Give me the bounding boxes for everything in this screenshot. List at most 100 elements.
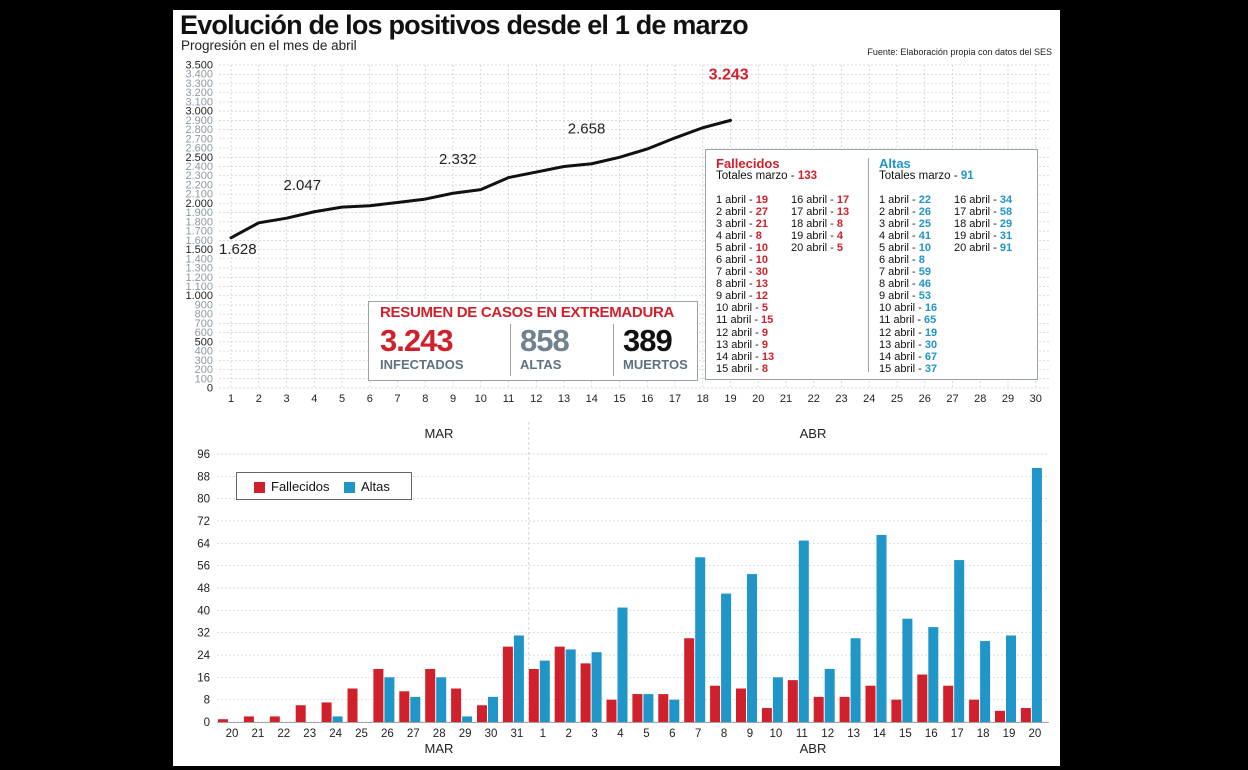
x-tick-label: 16 — [641, 393, 653, 405]
list-item-date: 10 abril — [716, 302, 753, 315]
x-tick-label: 27 — [407, 728, 420, 740]
y-tick-label: 2.000 — [185, 198, 213, 210]
list-item-value: 5 — [761, 302, 768, 315]
bar-fallecidos — [787, 680, 798, 722]
summary-title: RESUMEN DE CASOS EN EXTREMADURA — [380, 304, 675, 321]
x-tick-label: 20 — [226, 728, 239, 740]
y-tick-label: 2.700 — [185, 133, 213, 145]
y-tick-label: 72 — [197, 516, 210, 528]
list-item-date: 6 abril — [879, 254, 909, 267]
bar-fallecidos — [399, 691, 410, 722]
bar-fallecidos — [969, 699, 980, 722]
x-tick-label: 9 — [747, 728, 753, 740]
bar-fallecidos — [269, 716, 280, 722]
y-tick-label: 1.800 — [185, 216, 213, 228]
list-item-value: 67 — [924, 350, 938, 363]
x-tick-label: 23 — [835, 393, 847, 405]
x-tick-label: 8 — [422, 393, 428, 405]
list-item-value: 25 — [918, 218, 931, 231]
x-tick-label: 15 — [899, 728, 912, 740]
summary-muertos: 389 MUERTOS — [623, 324, 688, 372]
list-item-date: 17 abril — [791, 206, 828, 219]
y-tick-label: 96 — [197, 449, 210, 461]
list-item-date: 14 abril — [716, 350, 753, 363]
bar-chart-legend: Fallecidos Altas — [236, 472, 412, 500]
x-tick-label: 10 — [770, 728, 783, 740]
y-tick-label: 3.200 — [185, 87, 213, 99]
bar-altas — [410, 696, 421, 722]
summary-altas-value: 858 — [520, 323, 570, 358]
bar-fallecidos — [943, 685, 954, 722]
y-tick-label: 2.600 — [185, 143, 213, 155]
list-item-date: 17 abril — [954, 206, 991, 219]
bar-altas — [902, 618, 913, 722]
bar-altas — [539, 660, 550, 722]
list-item: 11 abril - 15 — [716, 314, 774, 327]
list-item-date: 1 abril — [716, 194, 746, 206]
y-tick-label: 800 — [195, 309, 213, 321]
list-item-date: 10 abril — [879, 302, 916, 315]
legend-altas: Altas — [361, 479, 390, 494]
y-tick-label: 16 — [197, 672, 210, 684]
source-note: Fuente: Elaboración propia con datos del… — [867, 47, 1052, 57]
x-tick-label: 2 — [256, 393, 262, 405]
x-tick-label: 29 — [1002, 393, 1014, 405]
y-tick-label: 2.900 — [185, 115, 213, 127]
month-label-bottom: ABR — [800, 741, 827, 756]
x-tick-label: 24 — [329, 728, 342, 740]
list-item: 2 abril - 27 — [716, 206, 768, 219]
list-item: 14 abril - 13 — [716, 350, 775, 363]
list-item-value: 8 — [918, 254, 925, 267]
x-tick-label: 8 — [721, 728, 727, 740]
y-tick-label: 1.900 — [185, 207, 213, 219]
data-label: 1.628 — [219, 241, 257, 258]
bar-fallecidos — [580, 663, 591, 722]
list-item: 16 abril - 17 — [791, 194, 850, 206]
list-item: 1 abril - 22 — [879, 194, 931, 206]
bar-altas — [513, 635, 524, 722]
list-item: 13 abril - 9 — [716, 338, 768, 351]
list-item: 20 abril - 5 — [791, 242, 843, 255]
x-tick-label: 14 — [873, 728, 886, 740]
list-item-date: 16 abril — [954, 194, 991, 206]
x-tick-label: 6 — [367, 393, 373, 405]
y-tick-label: 48 — [197, 583, 210, 595]
list-item-value: 13 — [755, 278, 768, 291]
x-tick-label: 19 — [1003, 728, 1016, 740]
list-item-value: 5 — [836, 242, 843, 255]
list-item: 4 abril - 41 — [879, 230, 931, 243]
list-item-date: 8 abril — [879, 278, 909, 291]
bar-altas — [1006, 635, 1016, 722]
list-item-value: 26 — [918, 206, 931, 219]
list-item-date: 5 abril — [879, 242, 909, 255]
page-title: Evolución de los positivos desde el 1 de… — [180, 10, 749, 40]
bar-altas — [565, 649, 576, 722]
list-item: 6 abril - 10 — [716, 254, 768, 267]
x-tick-label: 28 — [433, 728, 446, 740]
list-item-value: 91 — [999, 242, 1013, 255]
bar-fallecidos — [321, 702, 332, 722]
x-tick-label: 21 — [252, 728, 265, 740]
list-item: 3 abril - 21 — [716, 218, 768, 231]
x-tick-label: 20 — [752, 393, 764, 405]
list-item-value: 13 — [761, 350, 775, 363]
list-item-date: 16 abril — [791, 194, 828, 206]
y-tick-label: 56 — [197, 561, 210, 573]
x-tick-label: 19 — [724, 393, 736, 405]
bar-fallecidos — [425, 668, 436, 722]
bar-fallecidos — [684, 638, 695, 722]
y-tick-label: 900 — [195, 299, 213, 311]
y-tick-label: 40 — [197, 605, 210, 617]
y-tick-label: 3.000 — [185, 106, 213, 118]
list-item: 9 abril - 53 — [879, 290, 931, 303]
bar-fallecidos — [710, 685, 721, 722]
list-item-date: 11 abril — [716, 314, 752, 327]
list-item-value: 8 — [755, 230, 762, 243]
x-tick-label: 22 — [277, 728, 290, 740]
y-tick-label: 3.400 — [185, 69, 213, 81]
x-tick-label: 9 — [450, 393, 456, 405]
list-item: 5 abril - 10 — [879, 242, 931, 255]
list-item-value: 10 — [755, 242, 768, 255]
x-tick-label: 22 — [808, 393, 820, 405]
x-tick-label: 24 — [863, 393, 875, 405]
